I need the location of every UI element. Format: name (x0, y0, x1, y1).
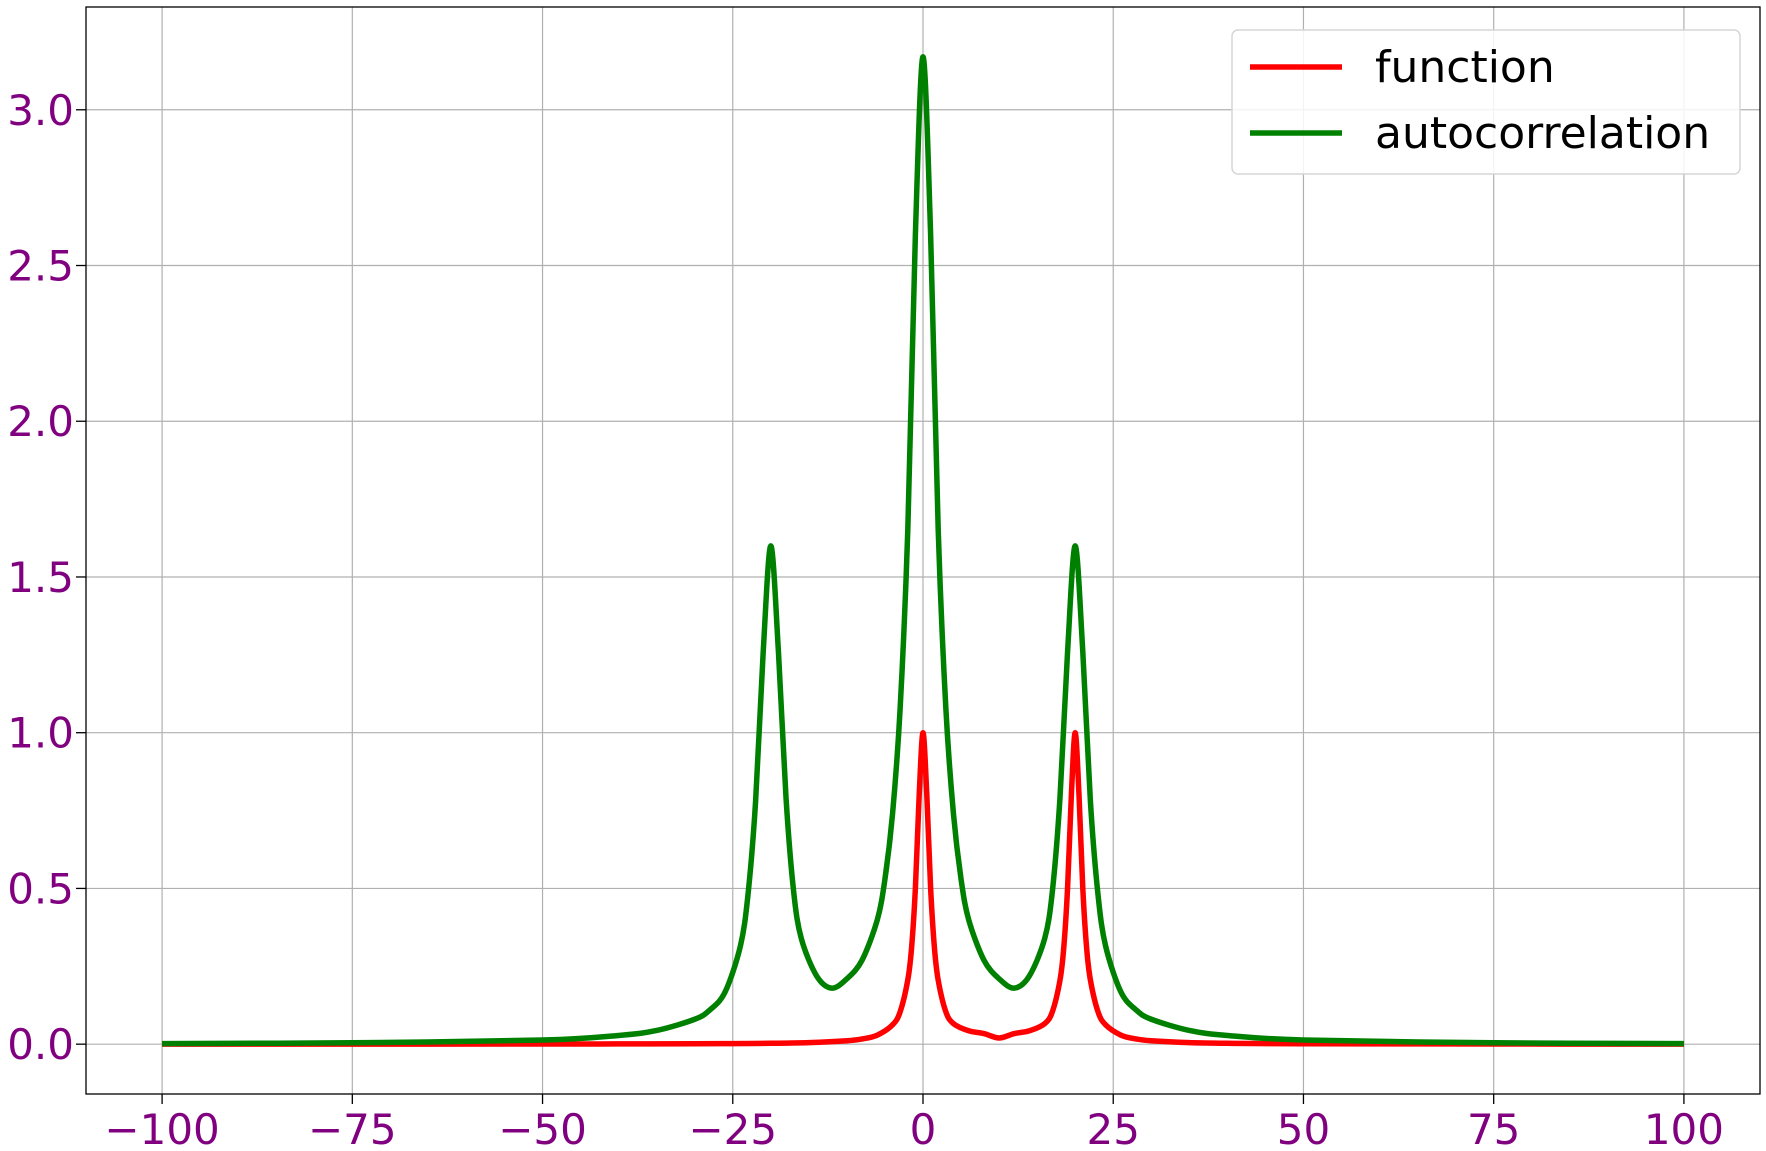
series-line-function (162, 729, 1684, 1047)
x-tick-label: −100 (104, 1105, 219, 1151)
series-line-autocorrelation (162, 54, 1684, 1047)
legend: function autocorrelation (1231, 29, 1741, 175)
grid (86, 7, 1760, 1094)
x-tick-label: 0 (910, 1105, 937, 1151)
y-tick-label: 2.5 (7, 242, 74, 291)
x-tick-label: 25 (1087, 1105, 1140, 1151)
y-tick-label: 1.0 (7, 709, 74, 758)
x-tick-label: 75 (1467, 1105, 1520, 1151)
legend-label-autocorrelation: autocorrelation (1375, 108, 1710, 159)
y-tick-label: 3.0 (7, 86, 74, 135)
x-tick-label: −50 (498, 1105, 587, 1151)
y-tick-label: 1.5 (7, 553, 74, 602)
legend-box (1231, 29, 1741, 175)
legend-label-function: function (1375, 42, 1555, 93)
x-tick-label: −25 (688, 1105, 777, 1151)
y-tick-label: 2.0 (7, 397, 74, 446)
x-tick-label: −75 (308, 1105, 397, 1151)
x-tick-label: 50 (1277, 1105, 1330, 1151)
y-tick-label: 0.5 (7, 864, 74, 913)
x-axis-ticks: −100 −75 −50 −25 0 25 50 75 100 (104, 1094, 1724, 1151)
plot-series (162, 54, 1684, 1047)
x-tick-label: 100 (1644, 1105, 1724, 1151)
y-tick-label: 0.0 (7, 1020, 74, 1069)
y-axis-ticks: 0.0 0.5 1.0 1.5 2.0 2.5 3.0 (7, 86, 86, 1069)
